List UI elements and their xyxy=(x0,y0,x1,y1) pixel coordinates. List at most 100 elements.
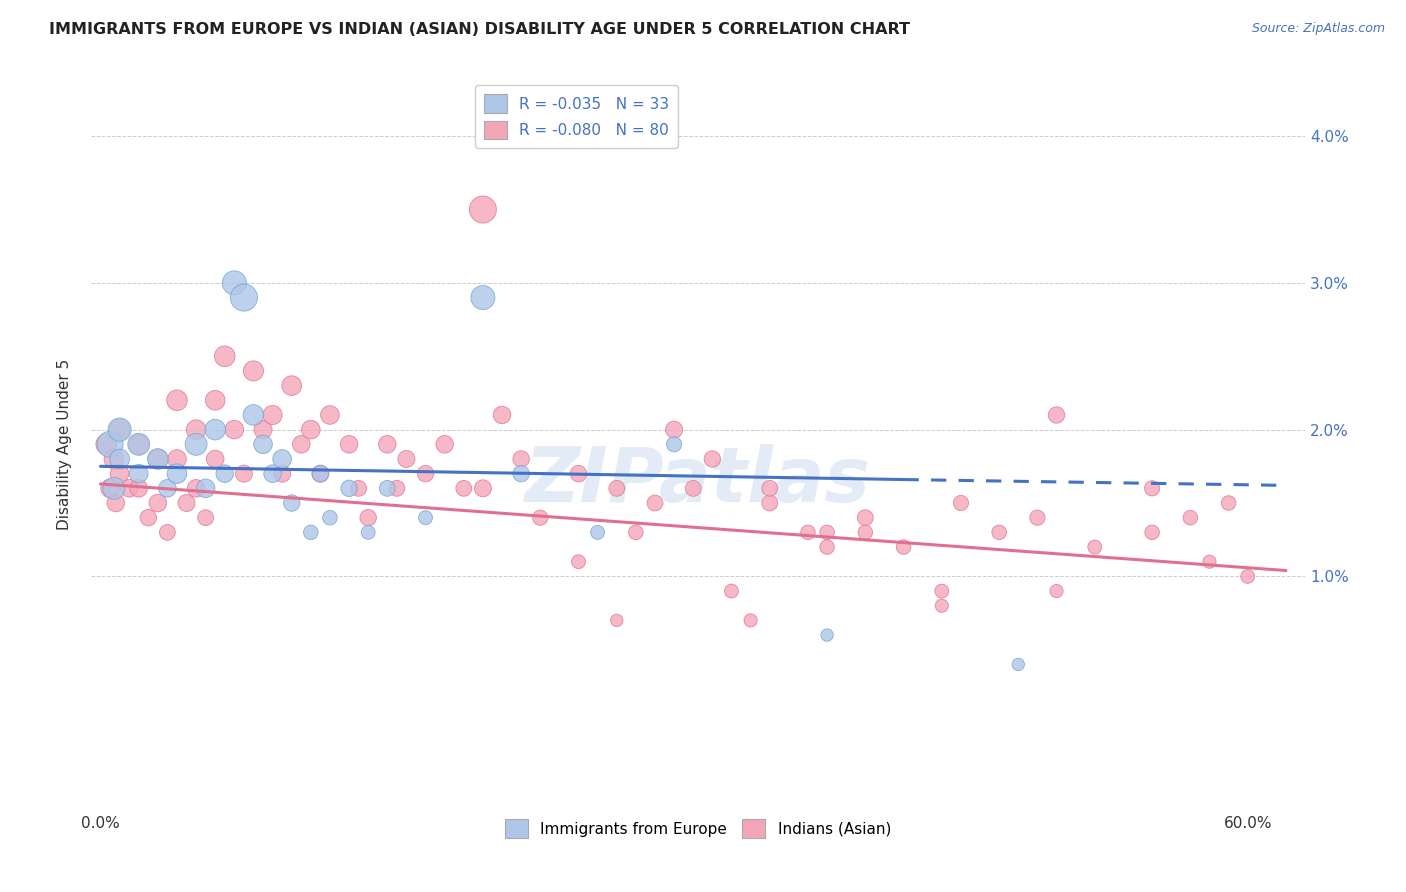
Point xyxy=(1140,525,1163,540)
Point xyxy=(224,276,246,290)
Point xyxy=(108,467,131,481)
Point xyxy=(166,452,188,467)
Point xyxy=(337,481,360,495)
Point xyxy=(166,467,188,481)
Point xyxy=(1026,510,1049,524)
Point xyxy=(471,291,494,305)
Point xyxy=(606,481,628,495)
Point xyxy=(214,467,236,481)
Point xyxy=(453,481,475,495)
Point xyxy=(242,408,264,422)
Point xyxy=(357,510,380,524)
Point xyxy=(949,496,972,510)
Point xyxy=(1007,657,1029,672)
Point xyxy=(280,496,302,510)
Point xyxy=(988,525,1011,540)
Point xyxy=(1198,555,1220,569)
Point xyxy=(184,423,207,437)
Point xyxy=(309,467,332,481)
Point xyxy=(815,540,838,554)
Point xyxy=(702,452,724,467)
Point xyxy=(491,408,513,422)
Point xyxy=(1236,569,1258,583)
Point xyxy=(204,423,226,437)
Point xyxy=(471,202,494,217)
Point xyxy=(1140,481,1163,495)
Y-axis label: Disability Age Under 5: Disability Age Under 5 xyxy=(58,359,72,530)
Point xyxy=(319,408,342,422)
Point xyxy=(194,481,217,495)
Point xyxy=(893,540,915,554)
Point xyxy=(128,481,150,495)
Point xyxy=(931,599,953,613)
Point xyxy=(758,496,780,510)
Point xyxy=(624,525,647,540)
Point xyxy=(128,437,150,451)
Point xyxy=(184,481,207,495)
Point xyxy=(214,349,236,363)
Point xyxy=(184,437,207,451)
Point xyxy=(204,393,226,408)
Point xyxy=(118,481,141,495)
Point xyxy=(931,584,953,599)
Point xyxy=(156,525,179,540)
Point xyxy=(797,525,820,540)
Point xyxy=(204,452,226,467)
Point xyxy=(232,467,254,481)
Point xyxy=(103,452,125,467)
Point xyxy=(1084,540,1107,554)
Point xyxy=(385,481,408,495)
Point xyxy=(136,510,159,524)
Point xyxy=(252,437,274,451)
Point xyxy=(146,496,169,510)
Point xyxy=(299,525,322,540)
Point xyxy=(290,437,312,451)
Point xyxy=(103,481,125,495)
Point xyxy=(232,291,254,305)
Point xyxy=(280,378,302,392)
Point xyxy=(337,437,360,451)
Point xyxy=(375,437,398,451)
Point xyxy=(433,437,456,451)
Point xyxy=(108,452,131,467)
Point xyxy=(644,496,666,510)
Point xyxy=(262,408,284,422)
Point xyxy=(128,437,150,451)
Point xyxy=(606,614,628,628)
Point xyxy=(471,481,494,495)
Point xyxy=(815,525,838,540)
Point xyxy=(1180,510,1202,524)
Point xyxy=(510,452,533,467)
Point xyxy=(299,423,322,437)
Point xyxy=(98,481,121,495)
Point xyxy=(252,423,274,437)
Point xyxy=(586,525,609,540)
Point xyxy=(853,525,876,540)
Point xyxy=(347,481,370,495)
Point xyxy=(224,423,246,437)
Point xyxy=(662,423,685,437)
Point xyxy=(567,555,589,569)
Text: ZIPatlas: ZIPatlas xyxy=(524,444,870,518)
Text: Source: ZipAtlas.com: Source: ZipAtlas.com xyxy=(1251,22,1385,36)
Point xyxy=(108,423,131,437)
Point xyxy=(156,481,179,495)
Point xyxy=(108,423,131,437)
Point xyxy=(853,510,876,524)
Point xyxy=(375,481,398,495)
Point xyxy=(815,628,838,642)
Point xyxy=(682,481,704,495)
Point xyxy=(319,510,342,524)
Legend: Immigrants from Europe, Indians (Asian): Immigrants from Europe, Indians (Asian) xyxy=(499,813,897,844)
Point xyxy=(262,467,284,481)
Point xyxy=(758,481,780,495)
Point xyxy=(415,510,437,524)
Point xyxy=(662,437,685,451)
Point xyxy=(166,393,188,408)
Point xyxy=(1045,408,1067,422)
Point xyxy=(271,467,294,481)
Point xyxy=(720,584,742,599)
Point xyxy=(740,614,762,628)
Point xyxy=(510,467,533,481)
Point xyxy=(98,437,121,451)
